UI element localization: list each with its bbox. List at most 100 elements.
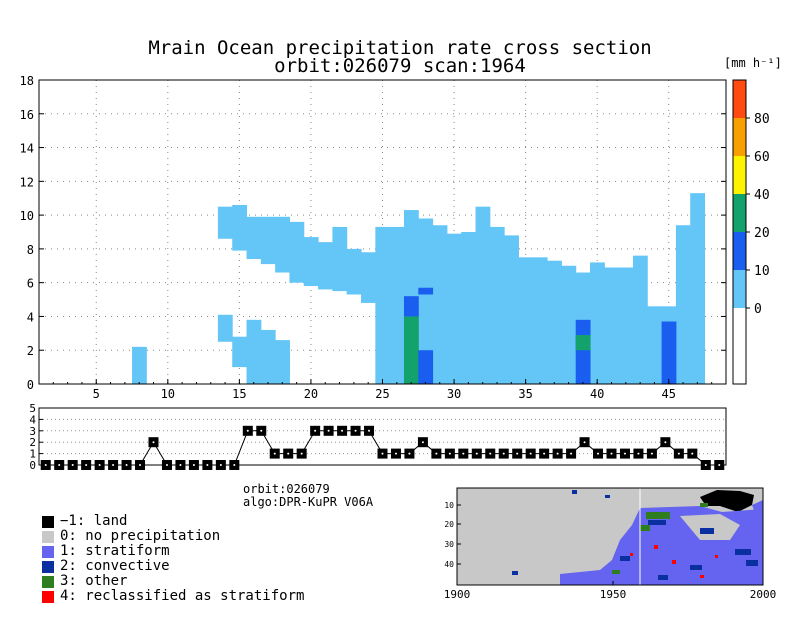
class-marker-dot [394, 452, 397, 455]
legend-swatch [42, 515, 54, 528]
colorbar-tick-label: 10 [754, 264, 770, 279]
precip-cell [661, 321, 677, 384]
legend-item: 3: other [42, 574, 304, 589]
y-tick-label: 5 [29, 402, 36, 415]
colorbar-band [733, 232, 746, 270]
precip-cell [246, 216, 262, 260]
precip-cell [132, 346, 147, 384]
class-marker-dot [71, 464, 74, 466]
y-tick-label: 4 [29, 413, 36, 426]
precip-cell [289, 221, 305, 283]
class-marker-dot [421, 441, 424, 444]
colorbar-tick-label: 40 [754, 188, 770, 203]
legend-label: 0: no precipitation [60, 528, 221, 544]
colorbar-tick-label: 60 [754, 150, 770, 165]
class-marker-dot [341, 429, 344, 432]
class-marker-dot [112, 464, 115, 466]
precip-cell [618, 267, 634, 384]
map-x-tick-label: 1900 [444, 588, 471, 601]
colorbar-band [733, 270, 746, 308]
class-marker-dot [381, 452, 384, 455]
stratiform-region [752, 500, 763, 513]
colorbar-tick-label: 0 [754, 302, 762, 317]
precip-cell [547, 260, 562, 384]
reclassified-spot [672, 560, 676, 564]
cross-section-chart: 5 10 15 20 25 30 35 40 45 0 2 4 6 8 10 12 14 16 18 [20, 74, 727, 400]
y-tick-label: 2 [27, 344, 34, 358]
precip-cell [375, 226, 391, 384]
other-spot [612, 570, 620, 574]
x-tick-label: 35 [518, 387, 532, 400]
chart-subtitle: orbit:026079 scan:1964 [274, 55, 526, 77]
orbit-info: orbit:026079 [243, 482, 330, 496]
precip-cell [575, 335, 591, 351]
precip-cell [647, 306, 663, 384]
precip-cell [518, 257, 534, 384]
class-marker-dot [435, 452, 438, 455]
x-tick-label: 45 [662, 387, 676, 400]
precip-cell [532, 257, 548, 384]
class-marker-dot [85, 464, 88, 466]
legend-item: 4: reclassified as stratiform [42, 589, 304, 604]
legend-item: 2: convective [42, 559, 304, 574]
precip-cell [260, 329, 276, 384]
precip-cell [246, 319, 262, 384]
convective-spot [690, 565, 702, 570]
precip-cell [260, 216, 276, 265]
precip-cell [403, 316, 419, 384]
precip-cell [232, 204, 248, 251]
x-tick-label: 25 [375, 387, 389, 400]
y-tick-label: 0 [27, 378, 34, 392]
precip-cell [361, 252, 376, 303]
class-marker-dot [691, 452, 694, 455]
class-marker-dot [704, 464, 707, 466]
other-spot [700, 503, 708, 507]
precip-cell [418, 287, 434, 295]
legend-swatch [42, 530, 54, 543]
colorbar-band [733, 118, 746, 156]
map-y-tick-label: 20 [444, 520, 454, 529]
precip-cell [346, 248, 362, 295]
precip-cell [418, 218, 434, 384]
precip-cell [461, 232, 477, 384]
precip-cell [403, 296, 419, 317]
class-marker-dot [287, 452, 290, 455]
class-marker-dot [529, 452, 532, 455]
class-marker-dot [192, 464, 195, 466]
legend-swatch [42, 575, 54, 588]
land-region [700, 490, 754, 512]
colorbar-band [733, 194, 746, 232]
legend-swatch [42, 590, 54, 603]
y-tick-label: 14 [20, 142, 34, 156]
class-marker-dot [623, 452, 626, 455]
class-marker-dot [597, 452, 600, 455]
legend-item: 1: stratiform [42, 544, 304, 559]
precip-cell [303, 237, 319, 287]
x-tick-label: 10 [161, 387, 175, 400]
colorbar-band [733, 80, 746, 118]
class-marker-dot [637, 452, 640, 455]
class-marker-dot [408, 452, 411, 455]
map-y-tick-label: 30 [444, 540, 454, 549]
class-marker-dot [556, 452, 559, 455]
y-tick-label: 16 [20, 108, 34, 122]
legend-item: −1: land [42, 514, 304, 529]
y-tick-label: 0 [29, 459, 36, 472]
precip-cell [275, 216, 290, 273]
colorbar: 0 10 20 40 60 80 [732, 79, 770, 385]
precip-cell [318, 242, 333, 290]
precip-cell [561, 265, 577, 384]
class-marker-dot [489, 452, 492, 455]
x-tick-label: 20 [304, 387, 318, 400]
legend-label: 2: convective [60, 558, 170, 574]
legend-label: 3: other [60, 573, 128, 589]
x-tick-label: 40 [590, 387, 604, 400]
legend-label: 1: stratiform [60, 543, 170, 559]
precip-cell [604, 267, 620, 384]
class-marker-dot [677, 452, 680, 455]
reclassified-spot [630, 553, 633, 556]
legend-swatch [42, 560, 54, 573]
plot-frame [38, 407, 727, 466]
algo-info: algo:DPR-KuPR V06A [243, 495, 374, 509]
